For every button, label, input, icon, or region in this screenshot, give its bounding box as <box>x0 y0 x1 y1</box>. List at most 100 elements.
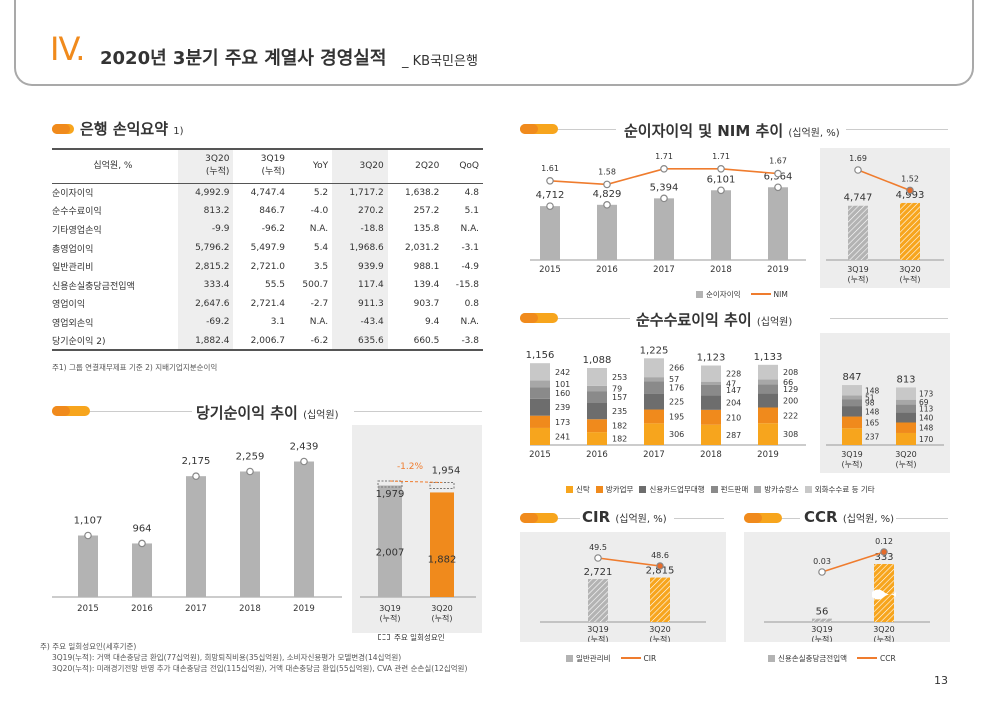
table-cell: N.A. <box>309 317 329 328</box>
stack-segment <box>530 380 550 388</box>
table-cell: 5,497.9 <box>250 243 286 254</box>
table-cell: -4.9 <box>461 261 479 272</box>
table-cell: 939.9 <box>332 257 388 276</box>
column-header: 3Q20 (누적) <box>177 148 234 184</box>
stack-segment <box>896 432 916 445</box>
table-cell: 903.7 <box>413 298 440 309</box>
stack-segment <box>758 407 778 424</box>
net-income-chart: 1,107 2015 964 2016 2,175 2017 2,259 2018 2,439 2… <box>52 425 482 633</box>
category-label: 3Q20 <box>431 604 453 613</box>
segment-label: 200 <box>783 396 798 405</box>
column-header: 십억원, % <box>52 148 178 184</box>
segment-label: 266 <box>669 364 684 373</box>
table-cell: 333.4 <box>177 275 234 295</box>
segment-label: 222 <box>783 411 798 420</box>
stack-segment <box>896 399 916 405</box>
data-label: 1.58 <box>598 167 616 176</box>
data-point <box>603 180 611 189</box>
table-cell: 당기순이익 2) <box>52 331 178 352</box>
segment-label: 173 <box>919 390 934 399</box>
category-label: 3Q20 <box>873 625 895 634</box>
table-cell: 660.5 <box>387 331 444 352</box>
stack-segment <box>530 398 550 416</box>
table-cell: 135.8 <box>413 224 440 235</box>
table-row: 순이자이익 4,992.9 4,747.4 5.2 1,717.2 1,638.2 4.8 <box>52 183 483 202</box>
data-point <box>603 201 611 209</box>
fee-legend: 신탁 방카업무 신용카드업무대행 펀드판매 방카슈랑스 외화수수료 등 기타 <box>560 484 875 495</box>
stack-segment <box>644 377 664 382</box>
page-header <box>14 0 974 86</box>
bar <box>848 205 868 260</box>
stack-segment <box>758 393 778 408</box>
one-off-box <box>429 481 455 489</box>
legend-swatch <box>754 486 762 493</box>
segment-label: 160 <box>555 389 570 398</box>
divider <box>896 518 948 519</box>
ni-footnote: 3Q19(누적): 거액 대손충당금 환입(77십억원), 희망퇴직비용(35십… <box>52 653 402 662</box>
table-cell: 1,882.4 <box>177 331 234 352</box>
table-cell: 2,006.7 <box>233 331 290 352</box>
table-cell: 신용손실충당금전입액 <box>52 281 135 292</box>
table-cell: -3.1 <box>461 243 479 254</box>
table-cell: 2,721.4 <box>250 298 286 309</box>
data-point <box>192 472 200 480</box>
stack-segment <box>701 424 721 445</box>
total-label: 1,133 <box>754 352 783 363</box>
category-label: (누적) <box>900 274 921 284</box>
section-marker <box>52 124 74 134</box>
pl-footnote: 주1) 그룹 연결재무제표 기준 2) 지배기업지분순이익 <box>52 363 218 372</box>
segment-label: 204 <box>726 399 741 408</box>
category-label: (누적) <box>812 634 833 642</box>
table-cell: 117.4 <box>332 275 388 295</box>
fee-title: 순수수료이익 추이 (십억원) <box>636 311 793 329</box>
stack-segment <box>758 384 778 394</box>
table-cell: 4.8 <box>464 187 479 198</box>
data-label: 4,993 <box>896 190 925 201</box>
segment-label: 157 <box>612 393 627 402</box>
legend-swatch <box>566 486 573 493</box>
legend-label: 방카업무 <box>605 485 634 494</box>
table-row: 영업외손익 -69.2 3.1 N.A. -43.4 9.4 N.A. <box>52 313 483 332</box>
section-marker <box>52 406 90 416</box>
change-label: -1.2% <box>397 462 424 472</box>
data-label: 0.03 <box>813 557 831 566</box>
category-label: 2016 <box>596 265 618 275</box>
segment-label: 47 <box>726 379 736 388</box>
bar <box>78 535 98 597</box>
data-label: 1,107 <box>74 516 103 527</box>
table-cell: N.A. <box>460 317 479 328</box>
data-label: 964 <box>132 523 151 534</box>
category-label: 2018 <box>700 450 722 460</box>
stack-segment <box>842 385 862 396</box>
stack-segment <box>644 381 664 394</box>
category-label: 3Q19 <box>379 604 401 613</box>
segment-label: 225 <box>669 398 684 407</box>
table-cell: 영업외손익 <box>52 318 94 329</box>
stack-segment <box>530 387 550 399</box>
category-label: 2017 <box>653 265 675 275</box>
bar <box>540 206 560 260</box>
one-off-legend: 주요 일회성요인 <box>378 632 445 643</box>
section-number: IV. <box>50 30 85 68</box>
data-point <box>717 164 725 173</box>
stack-segment <box>896 422 916 433</box>
bar <box>597 204 617 260</box>
category-label: 2016 <box>586 450 608 460</box>
segment-label: 129 <box>783 385 798 394</box>
category-label: 3Q19 <box>811 625 833 634</box>
segment-label: 98 <box>865 399 875 408</box>
table-cell: 일반관리비 <box>52 263 94 274</box>
stack-segment <box>896 387 916 400</box>
legend-swatch <box>768 655 775 662</box>
category-label: 3Q20 <box>649 625 671 634</box>
one-off-label: 1,954 <box>432 465 461 476</box>
data-label: 48.6 <box>651 551 669 560</box>
stack-segment <box>842 399 862 407</box>
table-cell: 5,796.2 <box>177 238 234 258</box>
table-cell: 911.3 <box>332 294 388 314</box>
category-label: 3Q20 <box>895 450 917 459</box>
stack-segment <box>758 379 778 385</box>
nim-title: 순이자이익 및 NIM 추이 (십억원, %) <box>624 122 840 140</box>
stack-segment <box>701 409 721 425</box>
